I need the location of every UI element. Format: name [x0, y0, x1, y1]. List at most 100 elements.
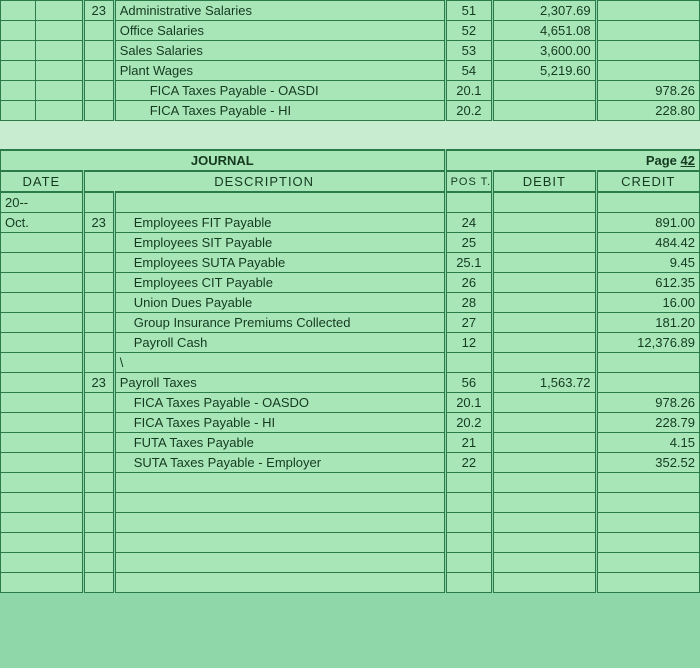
- col-blank: [36, 81, 84, 101]
- description-cell: Employees SUTA Payable: [114, 253, 445, 273]
- table-row: FUTA Taxes Payable214.15: [1, 433, 700, 453]
- ledger-wrapper: 23Administrative Salaries512,307.69Offic…: [0, 0, 700, 593]
- blank-cell: [596, 493, 699, 513]
- post-cell: 21: [445, 433, 493, 453]
- post-cell: 25: [445, 233, 493, 253]
- day-cell: [83, 81, 114, 101]
- page-number: 42: [681, 153, 695, 168]
- blank-cell: [596, 533, 699, 553]
- table-row: FICA Taxes Payable - HI20.2228.79: [1, 413, 700, 433]
- table-row: FICA Taxes Payable - HI20.2228.80: [1, 101, 700, 121]
- blank-cell: [596, 473, 699, 493]
- post-cell: 28: [445, 293, 493, 313]
- debit-cell: 2,307.69: [493, 1, 596, 21]
- blank-cell: [445, 573, 493, 593]
- month-cell: [1, 353, 84, 373]
- table-row: SUTA Taxes Payable - Employer22352.52: [1, 453, 700, 473]
- journal-title-row: JOURNAL Page 42: [1, 150, 700, 171]
- day-cell: [83, 413, 114, 433]
- description-cell: FICA Taxes Payable - OASDI: [114, 81, 445, 101]
- debit-cell: [493, 101, 596, 121]
- post-cell: 53: [445, 41, 493, 61]
- debit-cell: [493, 413, 596, 433]
- blank-cell: [493, 553, 596, 573]
- blank-cell: [596, 573, 699, 593]
- col-blank: [1, 81, 36, 101]
- post-cell: 12: [445, 333, 493, 353]
- month-cell: [1, 313, 84, 333]
- table-row: Employees SUTA Payable25.19.45: [1, 253, 700, 273]
- credit-cell: 16.00: [596, 293, 699, 313]
- month-cell: [1, 413, 84, 433]
- col-blank: [36, 21, 84, 41]
- month-cell: [1, 373, 84, 393]
- debit-cell: 4,651.08: [493, 21, 596, 41]
- blank-cell: [114, 533, 445, 553]
- blank-cell: [493, 493, 596, 513]
- blank-cell: [1, 493, 84, 513]
- hdr-date: DATE: [1, 171, 84, 192]
- blank-cell: [83, 473, 114, 493]
- page-label: Page: [646, 153, 677, 168]
- month-cell: [1, 453, 84, 473]
- blank-cell: [1, 573, 84, 593]
- debit-cell: [493, 253, 596, 273]
- day-cell: [83, 353, 114, 373]
- credit-cell: 4.15: [596, 433, 699, 453]
- credit-cell: [596, 353, 699, 373]
- blank-cell: [114, 513, 445, 533]
- month-cell: [1, 333, 84, 353]
- description-cell: FICA Taxes Payable - HI: [114, 413, 445, 433]
- post-cell: 20.2: [445, 413, 493, 433]
- day-cell: [83, 293, 114, 313]
- col-blank: [36, 41, 84, 61]
- blank-cell: [83, 513, 114, 533]
- table-row-blank: [1, 493, 700, 513]
- debit-cell: [493, 233, 596, 253]
- day-cell: [83, 21, 114, 41]
- col-blank: [36, 61, 84, 81]
- debit-cell: [493, 453, 596, 473]
- day-cell-empty: [83, 192, 114, 213]
- post-cell: 25.1: [445, 253, 493, 273]
- journal-table: JOURNAL Page 42 DATE DESCRIPTION POS T. …: [0, 149, 700, 593]
- day-cell: 23: [83, 213, 114, 233]
- credit-cell: [596, 61, 699, 81]
- day-cell: 23: [83, 373, 114, 393]
- post-cell: 20.1: [445, 81, 493, 101]
- post-cell: 51: [445, 1, 493, 21]
- blank-cell: [83, 493, 114, 513]
- year-row: 20--: [1, 192, 700, 213]
- debit-cell: [493, 313, 596, 333]
- table-row-blank: [1, 513, 700, 533]
- debit-cell: [493, 333, 596, 353]
- desc-cell-empty: [114, 192, 445, 213]
- credit-cell: [596, 1, 699, 21]
- debit-cell-empty: [493, 192, 596, 213]
- table-row: Employees SIT Payable25484.42: [1, 233, 700, 253]
- col-blank: [1, 61, 36, 81]
- day-cell: [83, 393, 114, 413]
- blank-cell: [114, 473, 445, 493]
- blank-cell: [114, 573, 445, 593]
- day-cell: [83, 453, 114, 473]
- table-row: Group Insurance Premiums Collected27181.…: [1, 313, 700, 333]
- description-cell: Administrative Salaries: [114, 1, 445, 21]
- description-cell: Sales Salaries: [114, 41, 445, 61]
- credit-cell: [596, 21, 699, 41]
- credit-cell: 978.26: [596, 81, 699, 101]
- credit-cell: 612.35: [596, 273, 699, 293]
- day-cell: [83, 233, 114, 253]
- blank-cell: [445, 533, 493, 553]
- blank-cell: [493, 473, 596, 493]
- blank-cell: [445, 513, 493, 533]
- description-cell: Employees CIT Payable: [114, 273, 445, 293]
- debit-cell: [493, 353, 596, 373]
- description-cell: Employees FIT Payable: [114, 213, 445, 233]
- blank-cell: [114, 493, 445, 513]
- blank-cell: [1, 533, 84, 553]
- table-row: 23Administrative Salaries512,307.69: [1, 1, 700, 21]
- col-blank: [36, 1, 84, 21]
- blank-cell: [114, 553, 445, 573]
- blank-cell: [445, 473, 493, 493]
